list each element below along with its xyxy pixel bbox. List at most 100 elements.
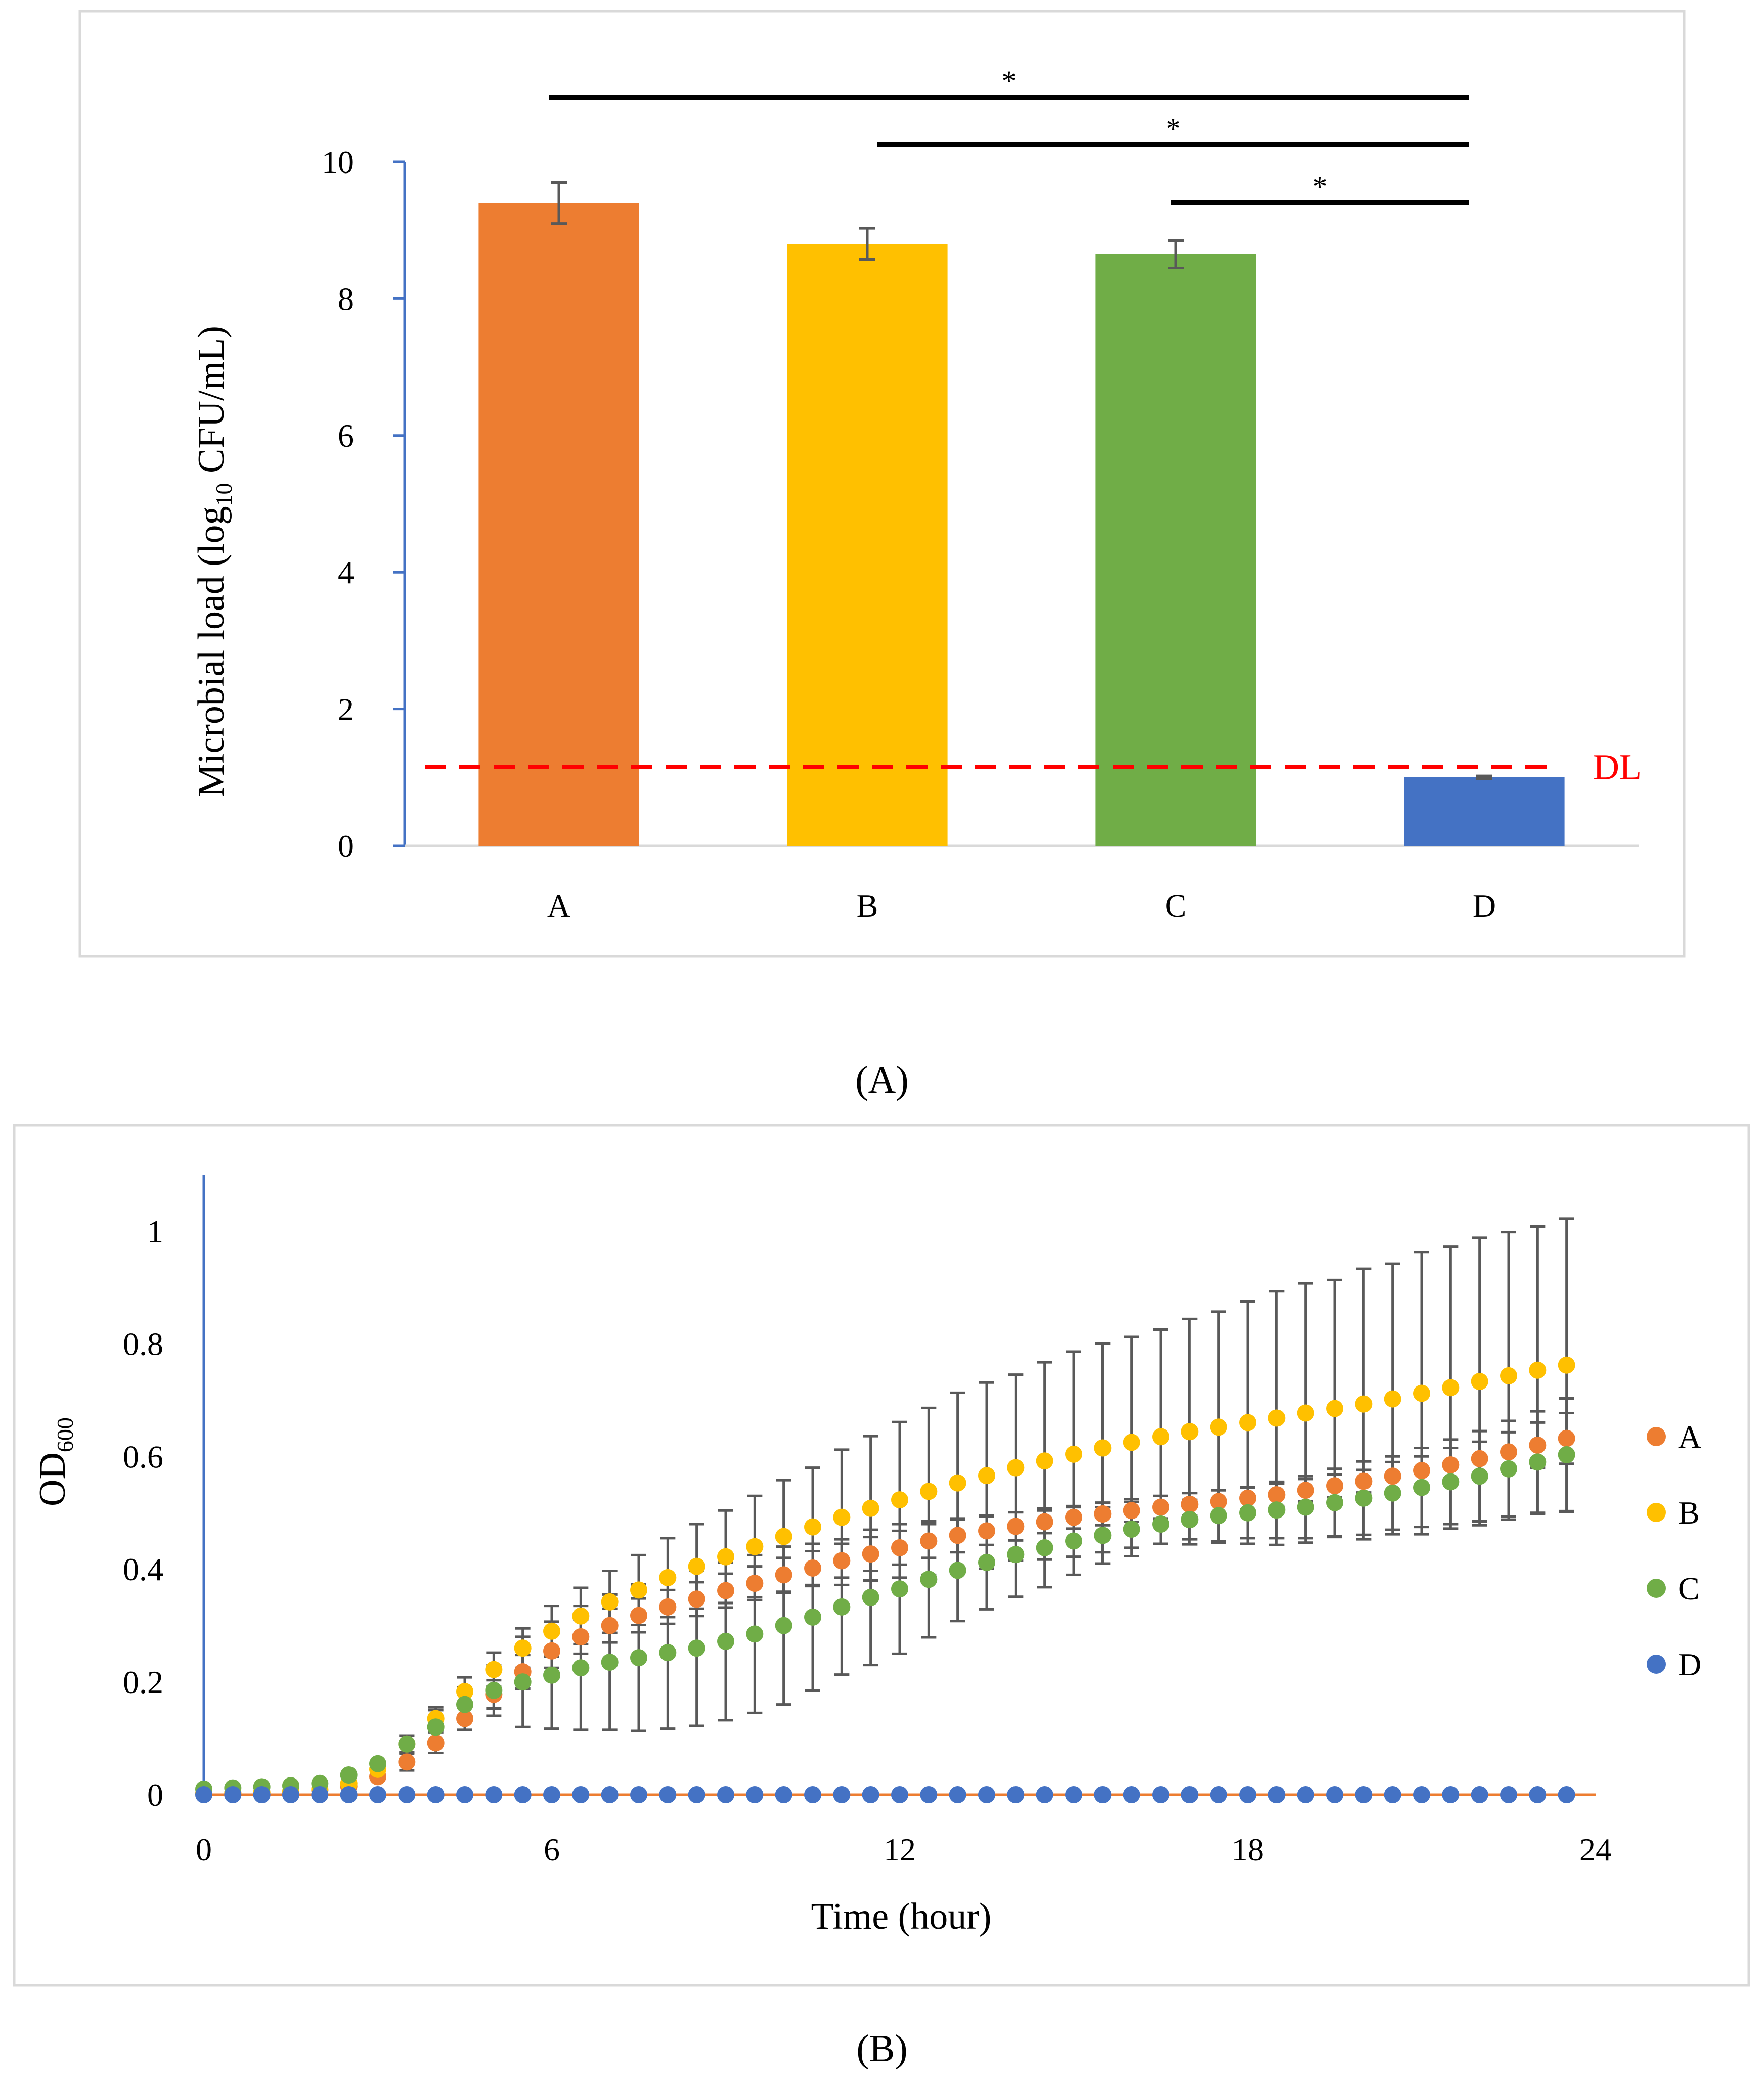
panel-b-point-c [369, 1755, 386, 1772]
panel-b-point-d [659, 1786, 677, 1803]
panel-b-legend-marker-b [1647, 1503, 1666, 1522]
panel-b-point-b [1065, 1445, 1082, 1463]
panel-b-point-b [978, 1467, 995, 1485]
panel-b-frame [13, 1124, 1750, 1987]
panel-b-point-c [746, 1625, 764, 1643]
panel-a-y-tick-label: 0 [338, 828, 354, 864]
panel-b-point-c [833, 1598, 851, 1616]
panel-b-point-b [746, 1538, 764, 1555]
panel-a-error-bars [551, 181, 1492, 781]
panel-b-y-tick-label: 0.8 [123, 1326, 163, 1362]
panel-b-points [195, 1356, 1575, 1803]
panel-b-point-c [1413, 1479, 1430, 1496]
panel-b-point-a [601, 1617, 619, 1634]
panel-b-point-c [920, 1571, 938, 1588]
panel-b-point-c [688, 1639, 705, 1657]
panel-b-point-c [891, 1580, 908, 1598]
panel-b-point-a [1181, 1496, 1199, 1513]
panel-b-point-d [1529, 1786, 1547, 1803]
panel-a-ylabel-main: Microbial load (log [191, 506, 232, 797]
panel-b-point-d [717, 1786, 734, 1803]
panel-a-y-tick-label: 6 [338, 418, 354, 454]
panel-b-point-d [920, 1786, 938, 1803]
panel-b-point-d [1007, 1786, 1025, 1803]
panel-b-point-b [1500, 1367, 1517, 1384]
panel-b-point-a [427, 1734, 445, 1752]
panel-b-point-c [978, 1553, 995, 1571]
panel-a-significance-star: * [1313, 170, 1328, 203]
panel-a-bar-a [478, 203, 639, 846]
panel-b-point-b [1007, 1459, 1025, 1477]
panel-b-point-d [1036, 1786, 1053, 1803]
panel-b-point-c [1471, 1467, 1488, 1485]
panel-b-point-c [775, 1617, 792, 1634]
panel-b-point-a [688, 1590, 705, 1608]
panel-b-point-c [543, 1666, 560, 1684]
panel-b-point-d [456, 1786, 473, 1803]
panel-b-point-a [1413, 1462, 1430, 1480]
panel-b-point-a [775, 1566, 792, 1584]
panel-b-point-b [717, 1548, 734, 1566]
panel-b-point-c [1181, 1511, 1199, 1529]
panel-b-point-b [688, 1557, 705, 1575]
panel-b-point-c [717, 1632, 734, 1650]
panel-b-point-b [949, 1474, 966, 1492]
panel-a-x-tick-label: A [547, 888, 570, 924]
panel-b-point-d [1065, 1786, 1082, 1803]
panel-a-y-tick-label: 10 [322, 144, 354, 180]
panel-b-point-c [398, 1735, 416, 1753]
panel-b-point-d [195, 1786, 212, 1803]
panel-b-point-a [746, 1575, 764, 1592]
panel-a-x-tick-label: D [1473, 888, 1496, 924]
panel-a-bar-c [1095, 254, 1256, 846]
panel-b-point-d [1442, 1786, 1460, 1803]
panel-b-point-c [1442, 1473, 1460, 1491]
panel-b-point-a [1384, 1467, 1401, 1485]
panel-b-point-d [804, 1786, 821, 1803]
panel-b-chart: 0 0.2 0.4 0.6 0.8 1 0 6 12 18 24 A B C D OD600 Time (… [13, 1124, 1750, 1987]
panel-b-point-b [804, 1518, 821, 1536]
panel-b-x-tick-label: 24 [1579, 1832, 1612, 1868]
panel-b-point-a [1210, 1493, 1227, 1510]
panel-b-point-b [1297, 1404, 1314, 1422]
panel-b-legend: A B C D [1647, 1419, 1701, 1682]
panel-b-point-a [1094, 1505, 1112, 1523]
panel-b-point-a [804, 1559, 821, 1577]
panel-b-point-d [253, 1786, 271, 1803]
panel-b-point-d [340, 1786, 358, 1803]
panel-b-point-d [514, 1786, 532, 1803]
panel-b-point-c [1210, 1507, 1227, 1525]
panel-b-point-c [1239, 1504, 1256, 1522]
panel-b-point-a [1065, 1508, 1082, 1526]
panel-b-point-b [456, 1683, 473, 1701]
panel-b-point-a [833, 1552, 851, 1570]
panel-b-point-d [427, 1786, 445, 1803]
panel-a-detection-limit-label: DL [1593, 747, 1642, 788]
panel-b-point-d [1297, 1786, 1314, 1803]
panel-b-point-a [1268, 1486, 1286, 1504]
panel-b-point-b [485, 1661, 503, 1678]
panel-a-bar-d [1404, 777, 1565, 846]
panel-a-caption: (A) [855, 1059, 909, 1101]
panel-b-point-b [1413, 1384, 1430, 1402]
panel-b-point-d [978, 1786, 995, 1803]
panel-b-point-d [1355, 1786, 1373, 1803]
panel-b-point-c [1065, 1532, 1082, 1550]
panel-b-point-a [1558, 1429, 1575, 1447]
panel-a-ylabel-sub: 10 [211, 483, 237, 506]
panel-b-point-c [340, 1766, 358, 1784]
panel-b-point-a [717, 1582, 734, 1599]
panel-b-point-d [775, 1786, 792, 1803]
panel-b-point-b [1471, 1373, 1488, 1391]
panel-b-point-a [920, 1532, 938, 1550]
panel-b-point-c [572, 1659, 590, 1677]
panel-b-point-d [1152, 1786, 1169, 1803]
panel-b-point-a [1036, 1513, 1053, 1531]
panel-b-legend-label: B [1678, 1495, 1700, 1531]
panel-b-point-a [1442, 1456, 1460, 1473]
panel-b-point-b [1036, 1452, 1053, 1470]
panel-b-point-c [1529, 1453, 1547, 1471]
panel-b-point-a [1152, 1498, 1169, 1516]
panel-a-y-axis-title: Microbial load (log10 CFU/mL) [191, 326, 237, 797]
